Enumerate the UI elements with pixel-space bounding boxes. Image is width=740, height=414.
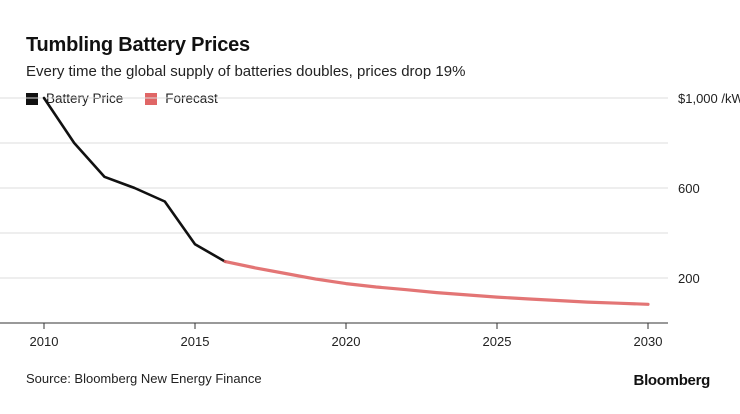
y-tick-label: 600 bbox=[678, 181, 700, 196]
y-tick-label: 200 bbox=[678, 271, 700, 286]
x-tick-label: 2015 bbox=[181, 334, 210, 349]
x-tick-label: 2025 bbox=[483, 334, 512, 349]
chart-subtitle: Every time the global supply of batterie… bbox=[26, 63, 466, 80]
y-tick-label: $1,000 /kWh bbox=[678, 91, 740, 106]
series-line-forecast bbox=[223, 260, 650, 306]
chart-title: Tumbling Battery Prices bbox=[26, 34, 250, 56]
source-note: Source: Bloomberg New Energy Finance bbox=[26, 371, 262, 386]
x-tick-label: 2030 bbox=[634, 334, 663, 349]
bloomberg-logo: Bloomberg bbox=[633, 372, 711, 389]
x-tick-label: 2020 bbox=[332, 334, 361, 349]
series-line-battery-price bbox=[42, 96, 227, 263]
x-tick-label: 2010 bbox=[30, 334, 59, 349]
